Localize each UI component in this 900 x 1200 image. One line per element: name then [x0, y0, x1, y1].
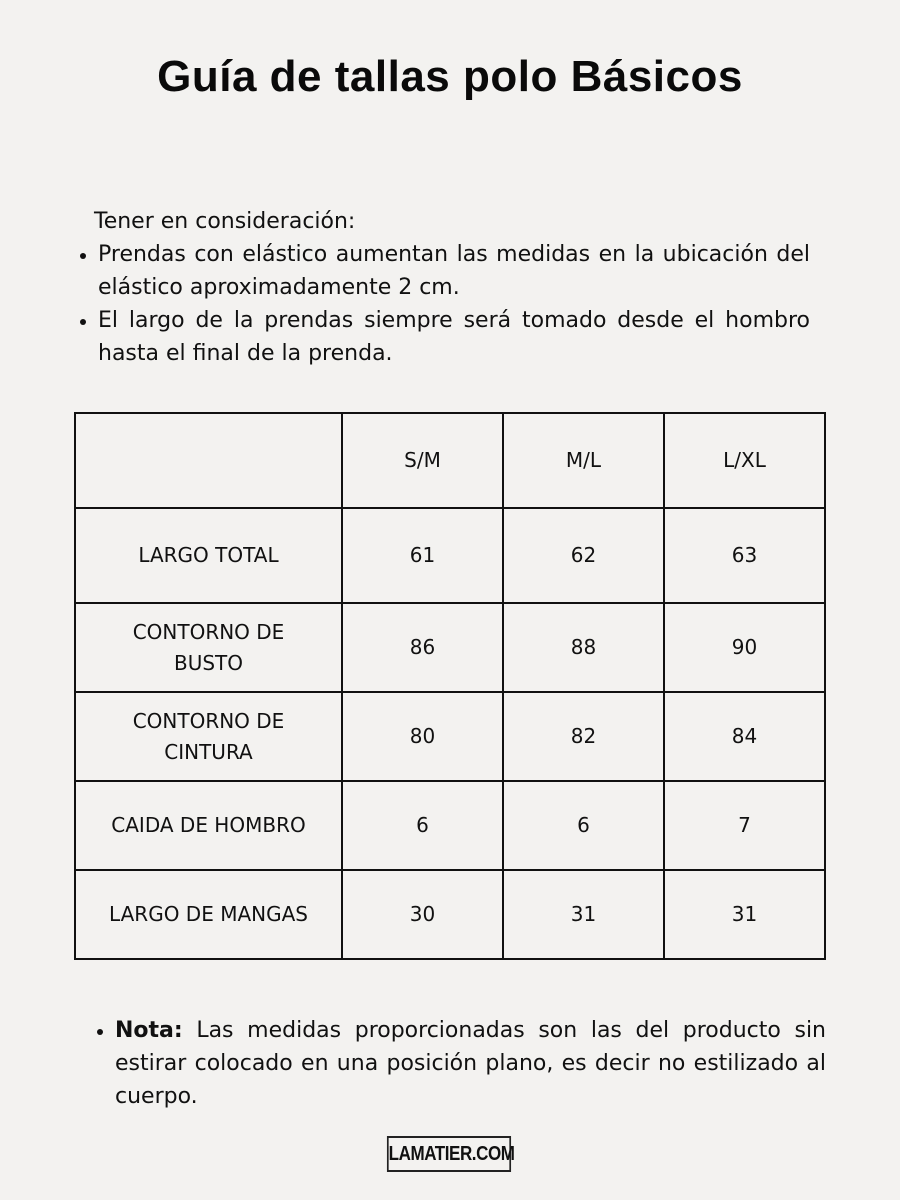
cell: 6 — [341, 780, 504, 871]
cell: 88 — [502, 602, 665, 693]
table-row: LARGO DE MANGAS 30 31 31 — [74, 869, 826, 960]
table-header-row: S/M M/L L/XL — [74, 412, 826, 509]
cell: 82 — [502, 691, 665, 782]
cell: 90 — [663, 602, 826, 693]
consideration-item: El largo de la prendas siempre será toma… — [80, 304, 810, 370]
row-label: CONTORNO DE CINTURA — [74, 691, 343, 782]
cell: 30 — [341, 869, 504, 960]
row-label: CAIDA DE HOMBRO — [74, 780, 343, 871]
row-label: LARGO DE MANGAS — [74, 869, 343, 960]
header-cell: S/M — [341, 412, 504, 509]
note-list: Nota: Las medidas proporcionadas son las… — [97, 1014, 826, 1113]
table-row: LARGO TOTAL 61 62 63 — [74, 507, 826, 604]
brand-logo: LAMATIER.COM — [386, 1136, 515, 1172]
table-row: CONTORNO DE BUSTO 86 88 90 — [74, 602, 826, 693]
table-row: CONTORNO DE CINTURA 80 82 84 — [74, 691, 826, 782]
note-item: Nota: Las medidas proporcionadas son las… — [97, 1014, 826, 1113]
cell: 80 — [341, 691, 504, 782]
cell: 63 — [663, 507, 826, 604]
cell: 7 — [663, 780, 826, 871]
cell: 84 — [663, 691, 826, 782]
considerations-list: Prendas con elástico aumentan las medida… — [80, 238, 810, 370]
cell: 61 — [341, 507, 504, 604]
considerations-heading: Tener en consideración: — [94, 209, 356, 234]
note-text: Las medidas proporcionadas son las del p… — [115, 1018, 826, 1109]
cell: 31 — [663, 869, 826, 960]
table-row: CAIDA DE HOMBRO 6 6 7 — [74, 780, 826, 871]
row-label: LARGO TOTAL — [74, 507, 343, 604]
header-cell — [74, 412, 343, 509]
cell: 31 — [502, 869, 665, 960]
cell: 6 — [502, 780, 665, 871]
consideration-item: Prendas con elástico aumentan las medida… — [80, 238, 810, 304]
cell: 62 — [502, 507, 665, 604]
size-table: S/M M/L L/XL LARGO TOTAL 61 62 63 CONTOR… — [74, 412, 826, 960]
cell: 86 — [341, 602, 504, 693]
row-label: CONTORNO DE BUSTO — [74, 602, 343, 693]
page-title: Guía de tallas polo Básicos — [157, 52, 743, 101]
note-label: Nota: — [115, 1018, 183, 1043]
header-cell: L/XL — [663, 412, 826, 509]
header-cell: M/L — [502, 412, 665, 509]
